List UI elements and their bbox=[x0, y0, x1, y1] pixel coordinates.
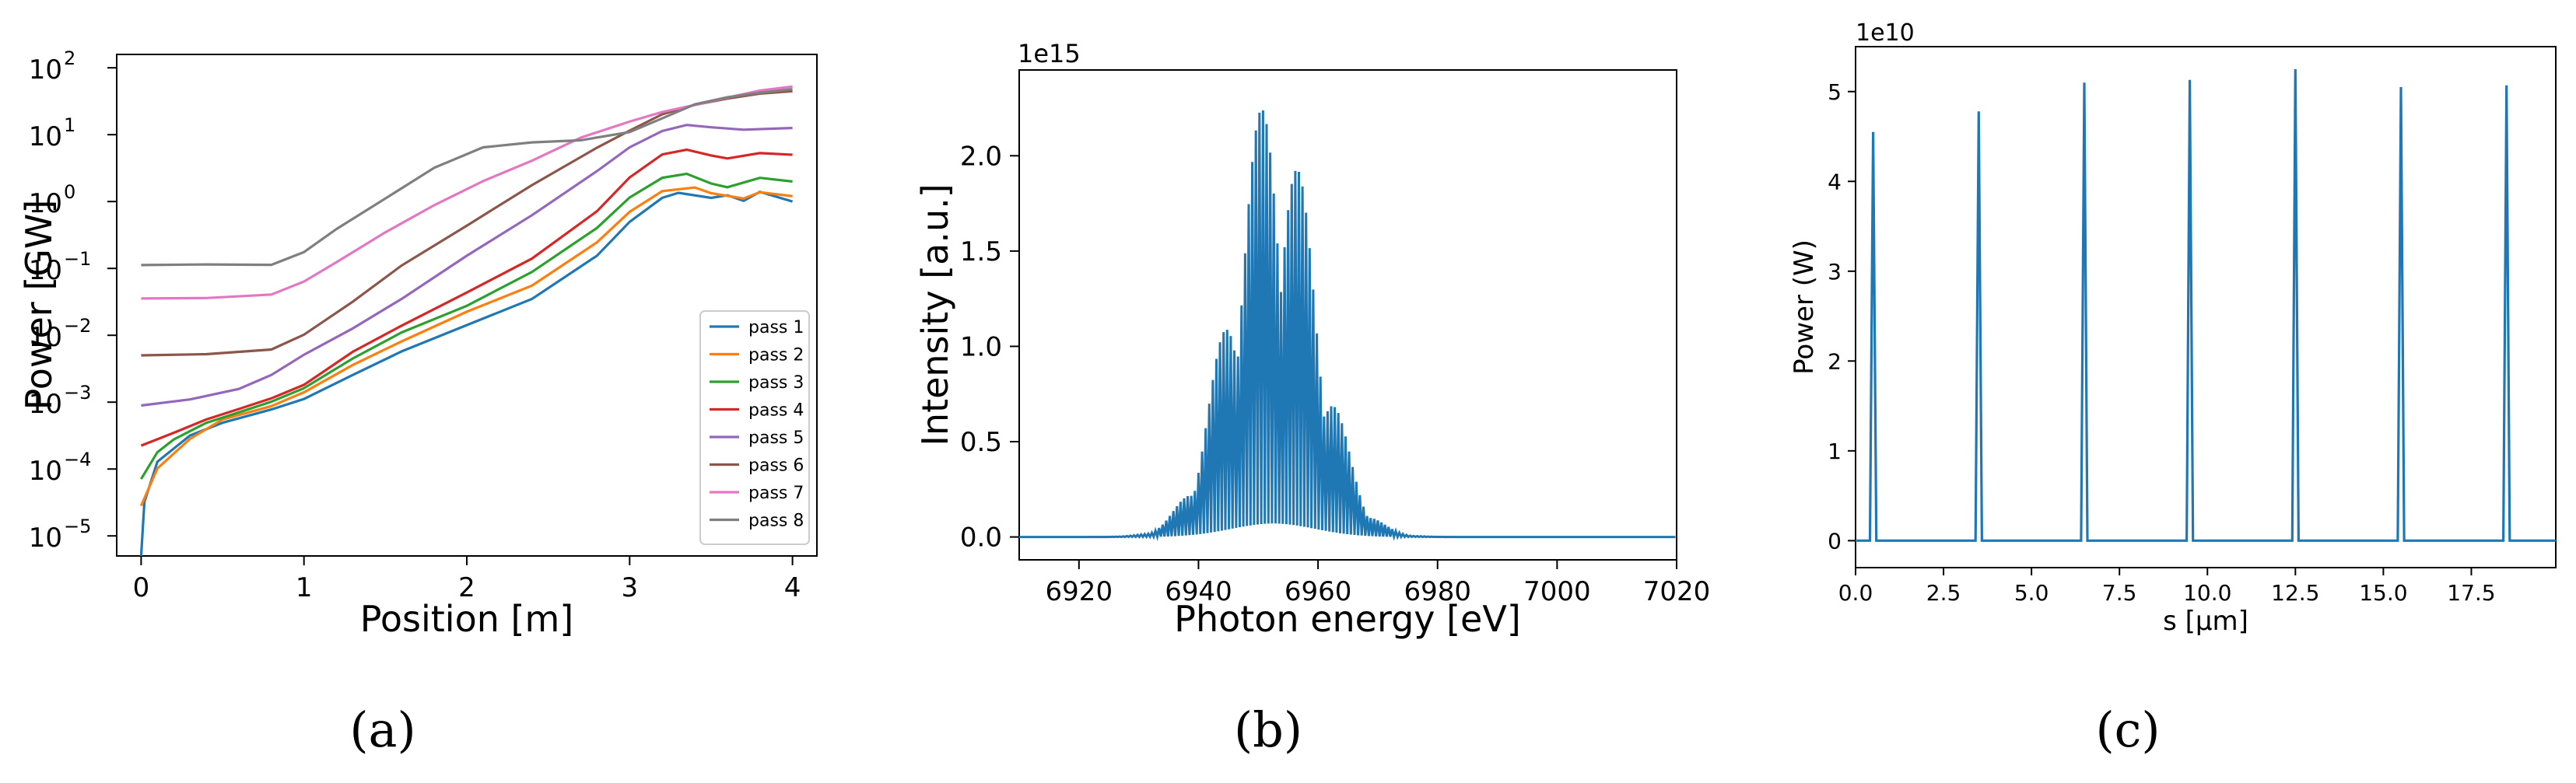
panel-c-ylabel: Power (W) bbox=[1789, 239, 1820, 375]
x-tick-label: 17.5 bbox=[2447, 580, 2495, 606]
legend-label: pass 1 bbox=[748, 318, 804, 337]
series-line-pass-6 bbox=[141, 89, 793, 357]
legend-box bbox=[699, 310, 810, 545]
y-tick-label: 10 bbox=[29, 188, 62, 219]
y-tick-label: 1.0 bbox=[960, 331, 1002, 362]
caption-b: (b) bbox=[1234, 701, 1302, 758]
x-tick-label: 2 bbox=[458, 572, 475, 603]
x-tick-label: 0 bbox=[133, 572, 150, 603]
x-tick-label: 6980 bbox=[1404, 576, 1471, 607]
panel-b-spectrum: 6920 6940 6960 6980 7000 7020 0.0 0.5 1.0 1.5 2.0… bbox=[914, 39, 1710, 640]
series-line-pass-2 bbox=[139, 186, 793, 507]
legend-label: pass 7 bbox=[748, 484, 804, 503]
y-tick-label: 1 bbox=[1828, 439, 1842, 464]
y-tick-label: 1.5 bbox=[960, 236, 1002, 267]
panel-c-power-vs-s: 0.0 2.5 5.0 7.5 10.0 12.5 15.0 17.5 0 1 2 3 4 5 1e10… bbox=[1789, 19, 2557, 637]
y-tick-label: 10 bbox=[29, 523, 62, 554]
panel-b-offset-label: 1e15 bbox=[1018, 39, 1081, 68]
x-tick-label: 6920 bbox=[1046, 576, 1113, 607]
y-tick-label: 10 bbox=[29, 322, 62, 353]
x-tick-label: 7.5 bbox=[2102, 580, 2137, 606]
x-tick-label: 2.5 bbox=[1926, 580, 1961, 606]
panel-c-xlabel: s [μm] bbox=[2163, 606, 2248, 637]
x-tick-label: 7020 bbox=[1643, 576, 1711, 607]
y-tick-exponent: −4 bbox=[64, 449, 91, 470]
series-line-pass-5 bbox=[141, 124, 793, 407]
y-tick-label: 2 bbox=[1828, 348, 1842, 374]
y-tick-exponent: 1 bbox=[64, 114, 75, 136]
series-line-pass-8 bbox=[141, 88, 793, 267]
legend-label: pass 5 bbox=[748, 428, 804, 448]
x-tick-label: 4 bbox=[784, 572, 801, 603]
x-tick-label: 3 bbox=[621, 572, 638, 603]
legend-label: pass 8 bbox=[748, 512, 804, 531]
y-tick-label: 0.5 bbox=[960, 427, 1002, 458]
spectrum-line bbox=[1019, 110, 1676, 542]
power-line bbox=[1856, 68, 2556, 542]
panel-b-plot-area bbox=[1018, 69, 1677, 561]
y-tick-label: 0 bbox=[1828, 528, 1842, 554]
y-tick-label: 10 bbox=[29, 389, 62, 420]
x-tick-label: 5.0 bbox=[2014, 580, 2049, 606]
x-tick-label: 6940 bbox=[1165, 576, 1232, 607]
y-tick-exponent: −3 bbox=[64, 382, 91, 404]
y-tick-label: 0.0 bbox=[960, 523, 1002, 554]
legend-label: pass 2 bbox=[748, 346, 804, 365]
x-tick-label: 7000 bbox=[1523, 576, 1591, 607]
y-tick-label: 10 bbox=[29, 255, 62, 286]
y-tick-label: 2.0 bbox=[960, 141, 1002, 172]
series-line-pass-4 bbox=[140, 148, 793, 447]
y-tick-label: 10 bbox=[29, 54, 62, 86]
x-tick-label: 10.0 bbox=[2183, 580, 2231, 606]
y-tick-exponent: 2 bbox=[64, 47, 75, 69]
legend-label: pass 6 bbox=[748, 456, 804, 476]
series-line-pass-1 bbox=[139, 190, 794, 557]
x-tick-label: 12.5 bbox=[2271, 580, 2319, 606]
panel-a-legend: pass 1 pass 2 pass 3 pass 4 pass 5 pass 6 pass… bbox=[699, 310, 810, 545]
x-tick-label: 15.0 bbox=[2359, 580, 2407, 606]
y-tick-exponent: −2 bbox=[64, 315, 91, 337]
y-tick-label: 10 bbox=[29, 121, 62, 152]
y-tick-exponent: −5 bbox=[64, 516, 91, 537]
caption-c: (c) bbox=[2095, 701, 2160, 758]
y-tick-label: 3 bbox=[1828, 259, 1842, 285]
y-tick-label: 10 bbox=[29, 456, 62, 487]
y-tick-exponent: −1 bbox=[64, 248, 91, 270]
panel-b-ylabel: Intensity [a.u.] bbox=[914, 184, 956, 446]
series-line-pass-7 bbox=[141, 85, 793, 300]
panel-c-offset-label: 1e10 bbox=[1856, 19, 1915, 47]
x-tick-label: 0.0 bbox=[1838, 580, 1873, 606]
series-line-pass-3 bbox=[140, 172, 793, 480]
caption-a: (a) bbox=[349, 701, 415, 758]
legend-label: pass 4 bbox=[748, 401, 804, 421]
x-tick-label: 6960 bbox=[1284, 576, 1352, 607]
panel-c-plot-area bbox=[1855, 46, 2557, 568]
y-tick-exponent: 0 bbox=[64, 181, 75, 203]
y-tick-label: 5 bbox=[1828, 79, 1842, 105]
panel-a-xlabel: Position [m] bbox=[360, 598, 573, 640]
y-tick-label: 4 bbox=[1828, 169, 1842, 194]
x-tick-label: 1 bbox=[296, 572, 313, 603]
panel-a-ylabel: Power [GW] bbox=[18, 200, 60, 411]
panel-b-xlabel: Photon energy [eV] bbox=[1174, 598, 1521, 640]
legend-label: pass 3 bbox=[748, 373, 804, 393]
